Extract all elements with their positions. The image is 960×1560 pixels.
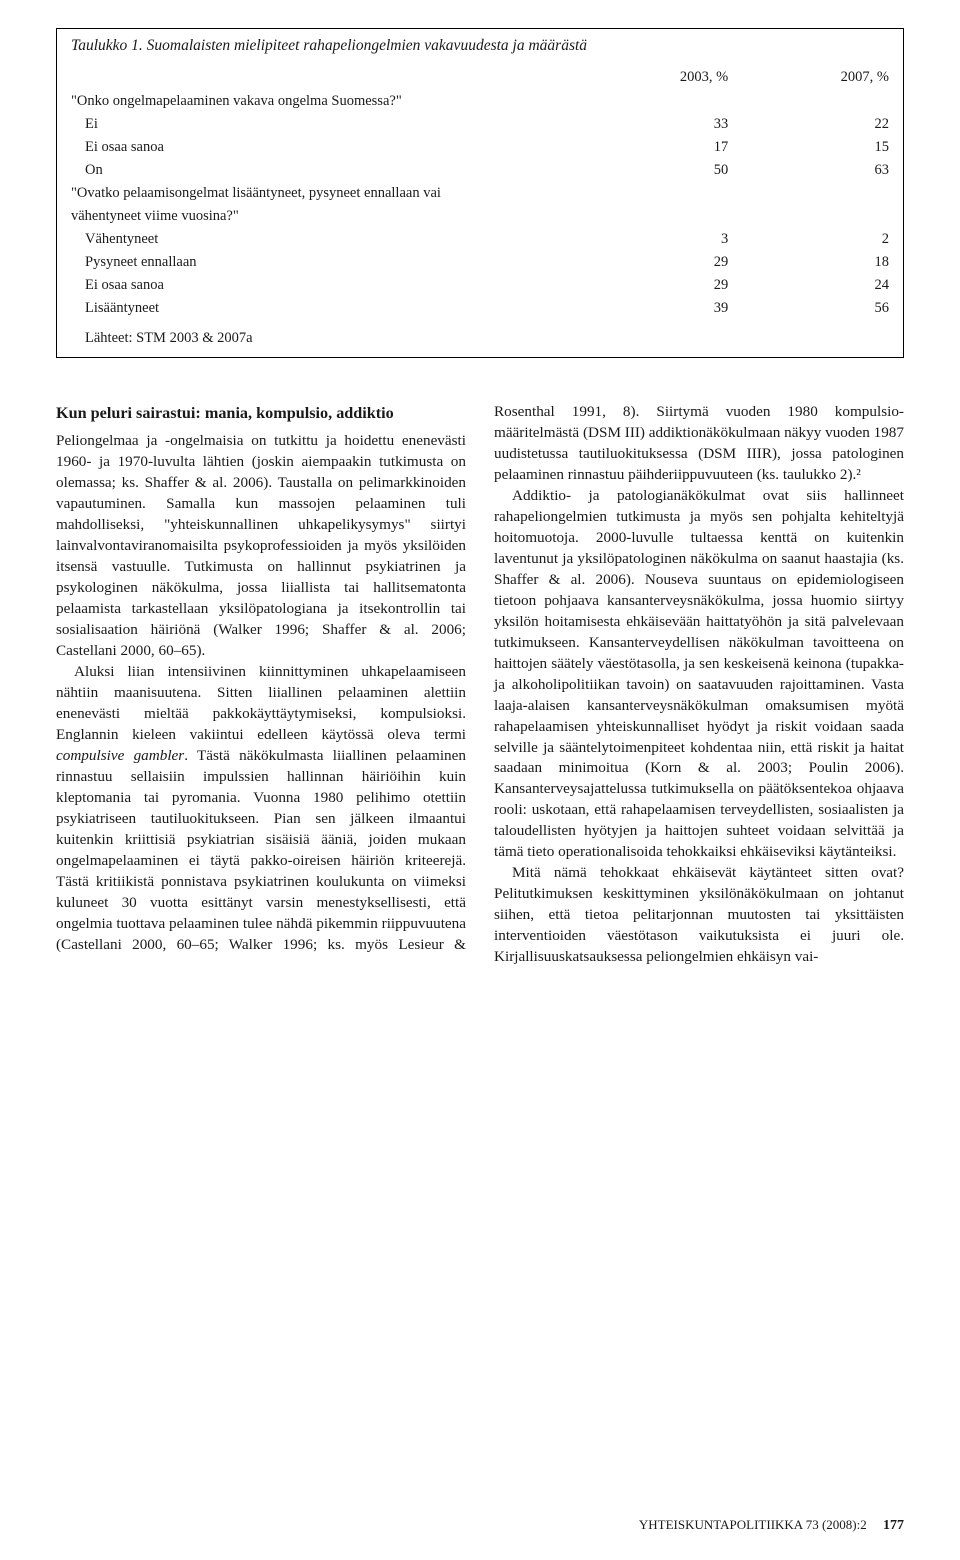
table-row: Ei osaa sanoa 29 24: [57, 274, 903, 297]
page-number: 177: [883, 1518, 904, 1533]
table-row: Lisääntyneet 39 56: [57, 297, 903, 320]
paragraph: Peliongelmaa ja -ongelmaisia on tutkittu…: [56, 431, 466, 662]
question-2a: "Ovatko pelaamisongelmat lisääntyneet, p…: [57, 182, 903, 205]
col-2007: 2007, %: [742, 65, 903, 90]
table-caption: Taulukko 1. Suomalaisten mielipiteet rah…: [57, 29, 903, 65]
page-footer: YHTEISKUNTAPOLITIIKKA 73 (2008):2 177: [639, 1517, 904, 1534]
table-row: Pysyneet ennallaan 29 18: [57, 251, 903, 274]
table-row: Ei 33 22: [57, 113, 903, 136]
journal-ref: YHTEISKUNTAPOLITIIKKA 73 (2008):2: [639, 1517, 867, 1532]
table-1: Taulukko 1. Suomalaisten mielipiteet rah…: [56, 28, 904, 358]
paragraph: Mitä nämä tehokkaat ehkäisevät käytäntee…: [494, 863, 904, 968]
table-source: Lähteet: STM 2003 & 2007a: [57, 320, 903, 357]
question-2b: vähentyneet viime vuosina?": [57, 205, 903, 228]
table-row: Vähentyneet 3 2: [57, 228, 903, 251]
body-text: Kun peluri sairastui: mania, kompulsio, …: [56, 402, 904, 968]
table-row: On 50 63: [57, 159, 903, 182]
section-heading: Kun peluri sairastui: mania, kompulsio, …: [56, 402, 466, 424]
table-row: Ei osaa sanoa 17 15: [57, 136, 903, 159]
paragraph: Addiktio- ja patologianäkökulmat ovat si…: [494, 486, 904, 863]
italic-term: compulsive gambler: [56, 747, 184, 764]
data-table: 2003, % 2007, % "Onko ongelmapelaaminen …: [57, 65, 903, 320]
question-1: "Onko ongelmapelaaminen vakava ongelma S…: [57, 90, 903, 113]
col-2003: 2003, %: [582, 65, 743, 90]
